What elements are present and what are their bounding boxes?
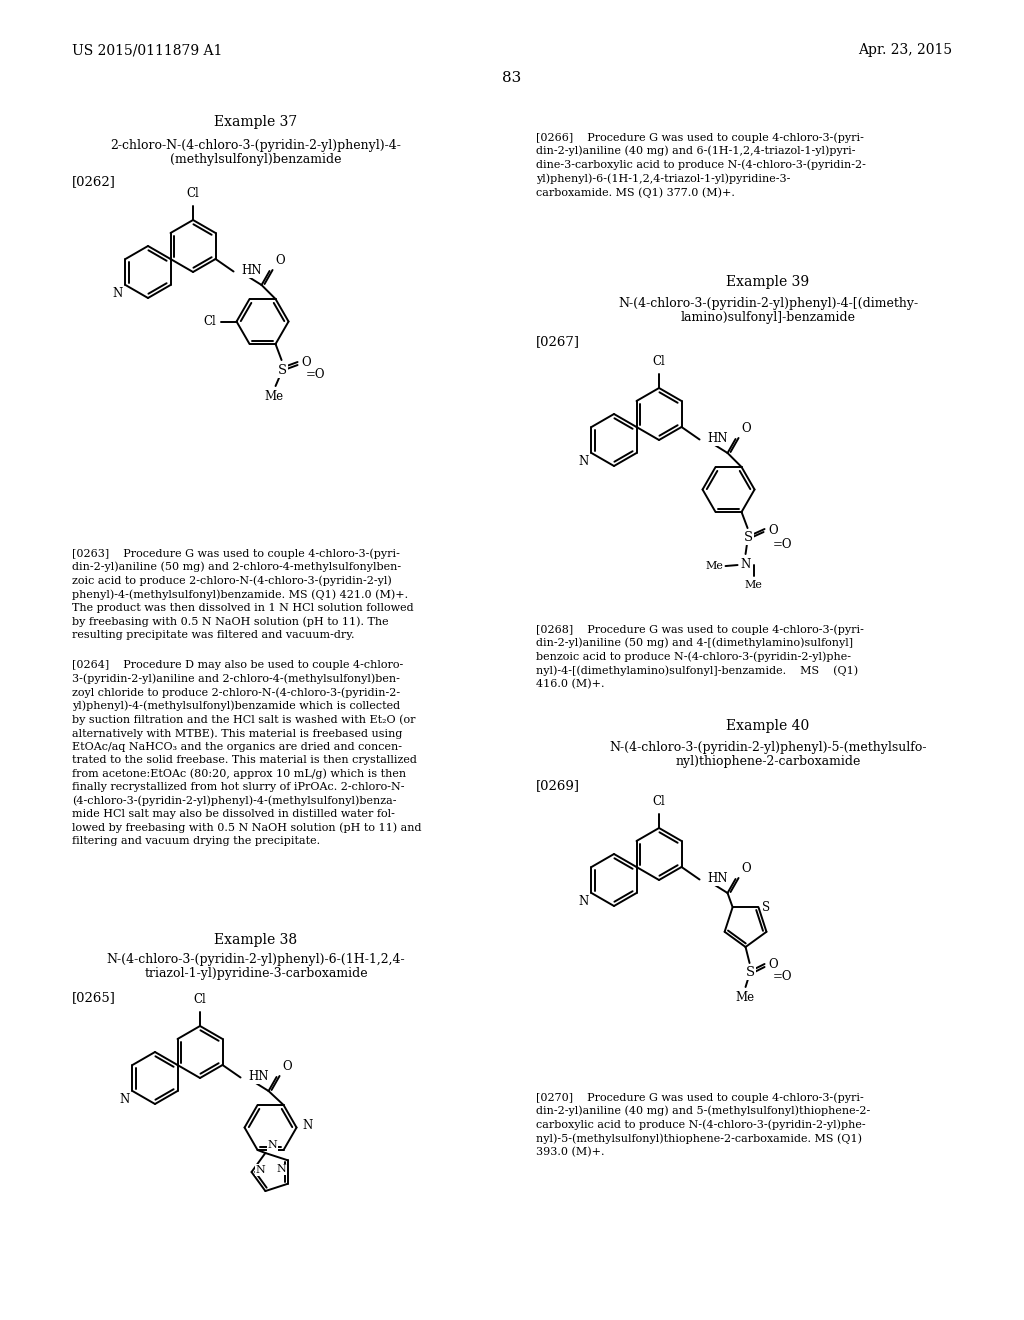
Text: O: O (769, 524, 778, 536)
Text: Example 37: Example 37 (214, 115, 298, 129)
Text: =O: =O (305, 367, 325, 380)
Text: S: S (278, 364, 287, 378)
Text: O: O (741, 862, 752, 875)
Text: =O: =O (772, 537, 792, 550)
Text: Me: Me (706, 561, 724, 572)
Text: O: O (301, 355, 311, 368)
Text: N: N (119, 1093, 129, 1106)
Text: O: O (741, 422, 752, 436)
Text: 2-chloro-N-(4-chloro-3-(pyridin-2-yl)phenyl)-4-: 2-chloro-N-(4-chloro-3-(pyridin-2-yl)phe… (111, 140, 401, 153)
Text: lamino)sulfonyl]-benzamide: lamino)sulfonyl]-benzamide (681, 312, 855, 325)
Text: =O: =O (772, 970, 792, 983)
Text: N: N (579, 895, 589, 908)
Text: S: S (744, 531, 753, 544)
Text: Me: Me (735, 991, 754, 1005)
Text: Apr. 23, 2015: Apr. 23, 2015 (858, 44, 952, 57)
Text: [0262]: [0262] (72, 176, 116, 189)
Text: N-(4-chloro-3-(pyridin-2-yl)phenyl)-4-[(dimethy-: N-(4-chloro-3-(pyridin-2-yl)phenyl)-4-[(… (617, 297, 919, 310)
Text: [0267]: [0267] (536, 335, 580, 348)
Text: Cl: Cl (652, 795, 666, 808)
Text: triazol-1-yl)pyridine-3-carboxamide: triazol-1-yl)pyridine-3-carboxamide (144, 968, 368, 981)
Text: (methylsulfonyl)benzamide: (methylsulfonyl)benzamide (170, 153, 342, 166)
Text: Cl: Cl (186, 187, 200, 201)
Text: HN: HN (708, 873, 728, 886)
Text: N: N (302, 1119, 312, 1133)
Text: O: O (769, 958, 778, 972)
Text: nyl)thiophene-2-carboxamide: nyl)thiophene-2-carboxamide (675, 755, 861, 768)
Text: N-(4-chloro-3-(pyridin-2-yl)phenyl)-5-(methylsulfo-: N-(4-chloro-3-(pyridin-2-yl)phenyl)-5-(m… (609, 742, 927, 755)
Text: Cl: Cl (194, 993, 207, 1006)
Text: Me: Me (744, 579, 763, 590)
Text: N: N (113, 286, 123, 300)
Text: N-(4-chloro-3-(pyridin-2-yl)phenyl)-6-(1H-1,2,4-: N-(4-chloro-3-(pyridin-2-yl)phenyl)-6-(1… (106, 953, 406, 966)
Text: [0264]    Procedure D may also be used to couple 4-chloro-
3-(pyridin-2-yl)anili: [0264] Procedure D may also be used to c… (72, 660, 422, 846)
Text: S: S (763, 900, 771, 913)
Text: [0265]: [0265] (72, 991, 116, 1005)
Text: Example 39: Example 39 (726, 275, 810, 289)
Text: [0268]    Procedure G was used to couple 4-chloro-3-(pyri-
din-2-yl)aniline (50 : [0268] Procedure G was used to couple 4-… (536, 624, 864, 689)
Text: Cl: Cl (204, 315, 216, 327)
Text: Example 38: Example 38 (214, 933, 298, 946)
Text: Cl: Cl (652, 355, 666, 368)
Text: Me: Me (264, 389, 283, 403)
Text: N: N (579, 455, 589, 469)
Text: 83: 83 (503, 71, 521, 84)
Text: S: S (746, 966, 755, 979)
Text: N: N (276, 1164, 286, 1175)
Text: N: N (256, 1166, 265, 1175)
Text: HN: HN (242, 264, 262, 277)
Text: Example 40: Example 40 (726, 719, 810, 733)
Text: N: N (740, 558, 751, 572)
Text: HN: HN (708, 433, 728, 446)
Text: O: O (283, 1060, 292, 1073)
Text: [0263]    Procedure G was used to couple 4-chloro-3-(pyri-
din-2-yl)aniline (50 : [0263] Procedure G was used to couple 4-… (72, 548, 414, 640)
Text: N: N (267, 1140, 278, 1150)
Text: [0270]    Procedure G was used to couple 4-chloro-3-(pyri-
din-2-yl)aniline (40 : [0270] Procedure G was used to couple 4-… (536, 1092, 870, 1158)
Text: [0266]    Procedure G was used to couple 4-chloro-3-(pyri-
din-2-yl)aniline (40 : [0266] Procedure G was used to couple 4-… (536, 132, 866, 198)
Text: US 2015/0111879 A1: US 2015/0111879 A1 (72, 44, 222, 57)
Text: O: O (275, 253, 285, 267)
Text: HN: HN (249, 1071, 269, 1084)
Text: [0269]: [0269] (536, 780, 580, 792)
